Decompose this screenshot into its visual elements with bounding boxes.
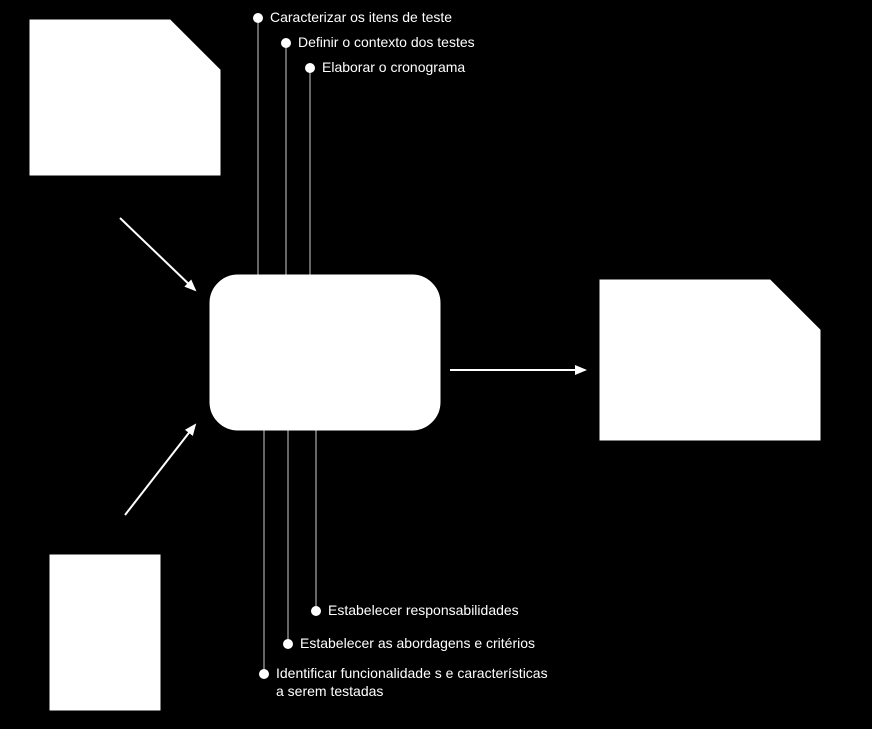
- callout-dot-icon: [283, 639, 293, 649]
- callout-label: Estabelecer responsabilidades: [328, 602, 519, 618]
- rect-bottom-left: [50, 555, 160, 710]
- doc-right: [600, 280, 820, 440]
- doc-top-left: [30, 20, 220, 175]
- callout-label: Estabelecer as abordagens e critérios: [300, 635, 535, 651]
- callout-label: a serem testadas: [276, 683, 383, 699]
- callout-label: Identificar funcionalidade s e caracterí…: [276, 665, 548, 681]
- callout-dot-icon: [253, 13, 263, 23]
- callout-label: Caracterizar os itens de teste: [270, 9, 452, 25]
- callout-label: Elaborar o cronograma: [322, 59, 465, 75]
- diagram-canvas: Caracterizar os itens de teste Definir o …: [0, 0, 872, 729]
- callout-dot-icon: [259, 669, 269, 679]
- callout-label: Definir o contexto dos testes: [298, 34, 475, 50]
- callout-dot-icon: [305, 63, 315, 73]
- callout-dot-icon: [281, 38, 291, 48]
- center-box: [210, 275, 440, 430]
- callout-dot-icon: [311, 606, 321, 616]
